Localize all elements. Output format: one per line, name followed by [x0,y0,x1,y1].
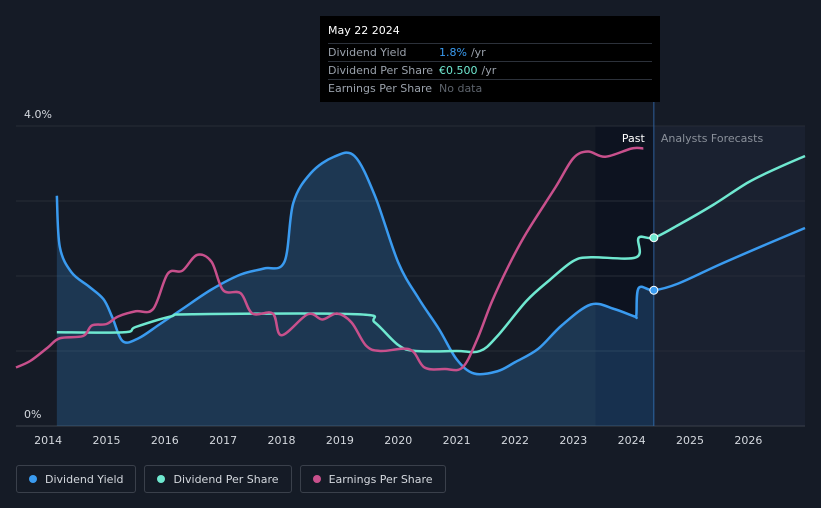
tooltip-date: May 22 2024 [328,24,400,37]
line-layer [15,146,806,376]
tooltip-value: No data [439,82,483,95]
tooltip-unit: /yr [470,46,486,59]
dividend-yield-area [56,152,654,426]
dividend-yield-line [55,151,806,376]
tooltip-row-dividend-yield: Dividend Yield 1.8% /yr [328,43,652,61]
tooltip-label: Dividend Yield [328,46,407,59]
x-tick-label: 2022 [501,434,529,447]
dividend-per-share-line [56,154,806,354]
area-layer [56,152,654,426]
marker-layer [649,233,659,295]
x-tick-label: 2021 [443,434,471,447]
tooltip-value: €0.500 [439,64,478,77]
x-tick-label: 2024 [618,434,646,447]
forecast-section-label: Analysts Forecasts [661,132,764,145]
legend-label: Dividend Per Share [173,472,279,486]
x-tick-label: 2017 [209,434,237,447]
tooltip-label: Dividend Per Share [328,64,434,77]
earnings-per-share-line [15,146,644,372]
legend-item-dividend-per-share[interactable]: Dividend Per Share [144,465,292,493]
tooltip-value: 1.8% [439,46,467,59]
tooltip-unit: /yr [481,64,497,77]
x-tick-label: 2025 [676,434,704,447]
tooltip: May 22 2024 Dividend Yield 1.8% /yr Divi… [320,16,660,102]
legend-dot-icon [29,475,37,483]
x-tick-label: 2023 [559,434,587,447]
past-section-label: Past [622,132,646,145]
x-tick-label: 2020 [384,434,412,447]
y-tick-label: 4.0% [24,108,52,121]
y-tick-label: 0% [24,408,41,421]
x-tick-label: 2016 [151,434,179,447]
label-layer: Past Analysts Forecasts [622,132,764,145]
legend-item-dividend-yield[interactable]: Dividend Yield [16,465,137,493]
legend-item-earnings-per-share[interactable]: Earnings Per Share [299,465,446,493]
dividend-yield-marker [649,285,659,295]
x-tick-label: 2019 [326,434,354,447]
legend: Dividend Yield Dividend Per Share Earnin… [16,465,446,493]
tooltip-label: Earnings Per Share [328,82,433,95]
tooltip-row-dividend-per-share: Dividend Per Share €0.500 /yr [328,61,652,79]
legend-label: Dividend Yield [45,472,124,486]
legend-dot-icon [157,475,166,483]
dividend-per-share-marker [649,233,659,243]
x-tick-label: 2026 [734,434,762,447]
tooltip-row-earnings-per-share: Earnings Per Share No data [328,79,652,97]
x-tick-label: 2014 [34,434,62,447]
legend-label: Earnings Per Share [328,472,433,486]
grid-layer: 4.0% 0% 2014 2015 2016 2017 2018 2019 2020 2021 20… [16,100,805,447]
x-tick-label: 2018 [268,434,296,447]
legend-dot-icon [312,475,321,483]
x-tick-label: 2015 [92,434,120,447]
